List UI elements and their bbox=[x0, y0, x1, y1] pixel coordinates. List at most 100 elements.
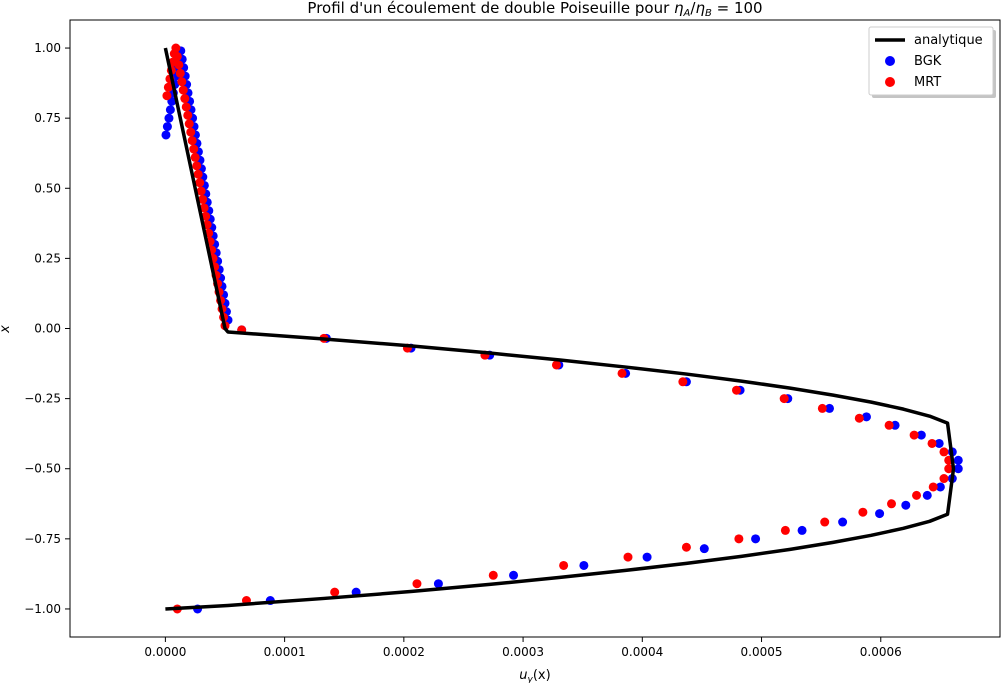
x-tick-label: 0.0004 bbox=[621, 645, 663, 659]
y-tick-label: 0.75 bbox=[34, 111, 61, 125]
data-point-mrt bbox=[551, 360, 561, 370]
title-slash: / bbox=[690, 0, 696, 17]
data-point-bgk bbox=[934, 438, 944, 448]
data-point-bgk bbox=[509, 570, 519, 580]
data-point-mrt bbox=[678, 377, 688, 387]
legend: analytique BGK MRT bbox=[868, 26, 996, 98]
x-axis-label: uy(x) bbox=[519, 668, 550, 683]
data-point-mrt bbox=[199, 203, 209, 213]
y-tick-label: −1.00 bbox=[24, 602, 61, 616]
data-point-mrt bbox=[928, 482, 938, 492]
title-sub-a: A bbox=[683, 8, 691, 19]
y-tick-label: −0.50 bbox=[24, 462, 61, 476]
data-point-bgk bbox=[751, 534, 761, 544]
data-point-mrt bbox=[820, 517, 830, 527]
data-point-mrt bbox=[559, 560, 569, 570]
data-point-mrt bbox=[184, 119, 194, 129]
title-eta-a: η bbox=[674, 0, 684, 17]
legend-marker-mrt bbox=[885, 77, 895, 87]
data-point-bgk bbox=[935, 482, 945, 492]
data-point-mrt bbox=[734, 534, 744, 544]
data-point-mrt bbox=[186, 127, 196, 137]
y-axis-label: x bbox=[0, 325, 13, 334]
data-point-mrt bbox=[909, 430, 919, 440]
data-point-bgk bbox=[901, 500, 911, 510]
line-layer bbox=[163, 47, 956, 611]
legend-box bbox=[868, 26, 994, 96]
data-point-mrt bbox=[939, 447, 949, 457]
data-point-bgk bbox=[861, 412, 871, 422]
data-point-mrt bbox=[681, 542, 691, 552]
data-point-mrt bbox=[884, 420, 894, 430]
x-tick-label: 0.0001 bbox=[264, 645, 306, 659]
y-tick-label: −0.25 bbox=[24, 392, 61, 406]
y-tick-label: 0.00 bbox=[34, 322, 61, 336]
data-point-mrt bbox=[854, 413, 864, 423]
x-tick-label: 0.0000 bbox=[144, 645, 186, 659]
data-point-mrt bbox=[190, 152, 200, 162]
data-point-mrt bbox=[177, 77, 187, 87]
data-point-mrt bbox=[779, 394, 789, 404]
data-point-mrt bbox=[198, 194, 208, 204]
y-tick-label: 1.00 bbox=[34, 41, 61, 55]
data-point-mrt bbox=[912, 490, 922, 500]
data-point-bgk bbox=[916, 430, 926, 440]
data-point-mrt bbox=[412, 579, 422, 589]
x-tick-label: 0.0006 bbox=[860, 645, 902, 659]
data-point-mrt bbox=[817, 403, 827, 413]
title-suffix: = 100 bbox=[712, 0, 763, 17]
x-tick-label: 0.0002 bbox=[383, 645, 425, 659]
legend-marker-bgk bbox=[885, 56, 895, 66]
data-point-mrt bbox=[168, 57, 178, 67]
data-point-bgk bbox=[797, 525, 807, 535]
data-point-bgk bbox=[699, 544, 709, 554]
data-point-bgk bbox=[953, 455, 963, 465]
ticks-layer: 0.0000 0.0001 0.0002 0.0003 0.0004 0.0005 0.00… bbox=[24, 41, 902, 659]
data-point-bgk bbox=[161, 130, 171, 140]
data-point-mrt bbox=[732, 385, 741, 395]
data-point-mrt bbox=[330, 587, 340, 597]
data-point-bgk bbox=[825, 403, 834, 413]
data-point-bgk bbox=[922, 490, 932, 500]
data-point-mrt bbox=[181, 102, 191, 112]
xlabel-sub: y bbox=[527, 675, 534, 683]
data-point-mrt bbox=[780, 525, 790, 535]
data-point-bgk bbox=[579, 560, 589, 570]
x-tick-label: 0.0003 bbox=[502, 645, 544, 659]
data-point-mrt bbox=[927, 438, 937, 448]
data-point-mrt bbox=[163, 82, 173, 92]
data-point-bgk bbox=[642, 552, 652, 562]
data-point-mrt bbox=[178, 85, 188, 95]
legend-label-mrt: MRT bbox=[914, 75, 941, 90]
data-point-mrt bbox=[162, 91, 172, 101]
data-point-mrt bbox=[180, 94, 190, 104]
data-point-mrt bbox=[944, 464, 954, 474]
xlabel-suffix: (x) bbox=[533, 668, 551, 683]
series-line-analytique bbox=[163, 47, 956, 611]
data-point-mrt bbox=[887, 499, 896, 509]
data-point-mrt bbox=[183, 110, 193, 120]
data-point-mrt bbox=[193, 169, 203, 179]
data-point-mrt bbox=[939, 474, 949, 484]
y-tick-label: −0.75 bbox=[24, 532, 61, 546]
y-tick-label: 0.25 bbox=[34, 251, 61, 265]
data-point-mrt bbox=[201, 211, 211, 221]
data-point-mrt bbox=[189, 144, 199, 154]
legend-label-bgk: BGK bbox=[914, 54, 942, 69]
data-point-bgk bbox=[164, 113, 174, 123]
title-sub-b: B bbox=[705, 8, 712, 19]
data-point-mrt bbox=[488, 570, 498, 580]
data-point-bgk bbox=[162, 122, 172, 132]
x-tick-label: 0.0005 bbox=[741, 645, 783, 659]
points-layer bbox=[161, 43, 963, 614]
data-point-mrt bbox=[187, 136, 197, 146]
plot-frame bbox=[69, 19, 1001, 638]
data-point-mrt bbox=[195, 178, 205, 188]
data-point-mrt bbox=[617, 368, 627, 378]
chart-title: Profil d'un écoulement de double Poiseui… bbox=[307, 0, 762, 19]
data-point-bgk bbox=[433, 579, 443, 589]
data-point-mrt bbox=[175, 68, 185, 78]
data-point-mrt bbox=[196, 186, 206, 196]
data-point-bgk bbox=[165, 105, 175, 115]
